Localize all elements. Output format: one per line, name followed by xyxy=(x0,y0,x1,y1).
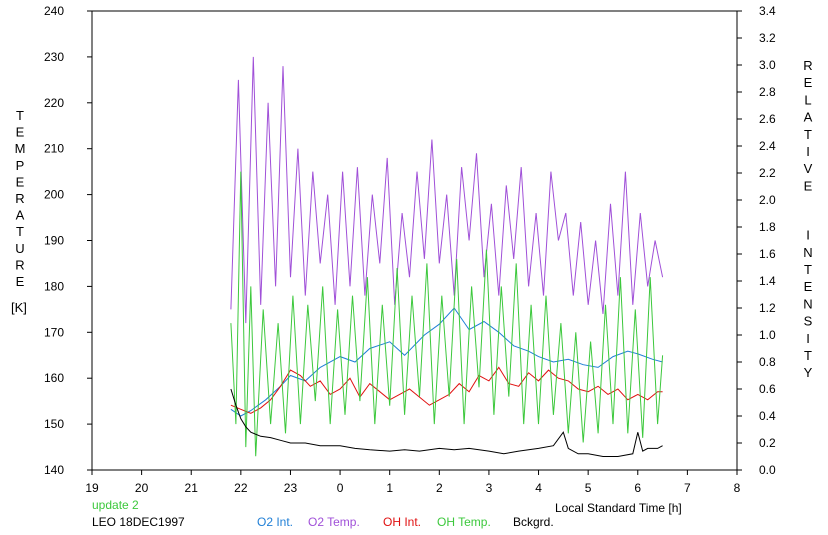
x-tick-label: 1 xyxy=(386,481,393,495)
left-tick-label: 170 xyxy=(44,325,64,339)
left-tick-label: 180 xyxy=(44,279,64,293)
right-tick-label: 2.6 xyxy=(759,112,776,126)
right-tick-label: 3.4 xyxy=(759,4,776,18)
axis-label-letter: T xyxy=(16,108,24,123)
axis-label-letter: R xyxy=(15,191,24,206)
right-tick-label: 2.0 xyxy=(759,193,776,207)
x-tick-label: 19 xyxy=(85,481,99,495)
x-tick-label: 23 xyxy=(284,481,298,495)
update-label: update 2 xyxy=(92,498,139,512)
x-tick-label: 21 xyxy=(185,481,199,495)
x-tick-label: 5 xyxy=(585,481,592,495)
right-tick-label: 2.8 xyxy=(759,85,776,99)
axis-label-letter: E xyxy=(804,178,813,193)
x-tick-label: 2 xyxy=(436,481,443,495)
right-axis: 0.0 0.2 0.4 0.6 0.8 1.0 1.2 1.4 1.6 1.8 2.0 2.2 2.4 2… xyxy=(737,4,776,477)
axis-label-letter: U xyxy=(15,241,24,256)
axis-label-letter: V xyxy=(804,161,813,176)
right-tick-label: 2.2 xyxy=(759,166,776,180)
right-tick-label: 0.4 xyxy=(759,409,776,423)
left-tick-label: 140 xyxy=(44,463,64,477)
right-tick-label: 3.0 xyxy=(759,58,776,72)
right-tick-label: 1.0 xyxy=(759,328,776,342)
left-axis: 140 150 160 170 180 190 200 210 220 230 240 xyxy=(44,4,92,477)
left-tick-label: 150 xyxy=(44,417,64,431)
axis-label-letter: I xyxy=(806,144,810,159)
right-tick-label: 1.8 xyxy=(759,220,776,234)
axis-label-letter: E xyxy=(16,125,25,140)
axis-label-letter: P xyxy=(16,158,25,173)
axis-label-letter: E xyxy=(16,274,25,289)
left-tick-label: 160 xyxy=(44,371,64,385)
axis-label-letter: E xyxy=(16,174,25,189)
x-tick-label: 6 xyxy=(634,481,641,495)
x-tick-label: 22 xyxy=(234,481,248,495)
series-line-4 xyxy=(230,388,663,457)
axis-label-letter: L xyxy=(804,92,811,107)
axis-label-letter: R xyxy=(15,257,24,272)
axis-label-letter: I xyxy=(806,331,810,346)
axis-label-letter: S xyxy=(804,314,813,329)
left-tick-label: 200 xyxy=(44,188,64,202)
legend-entry-3: OH Temp. xyxy=(437,515,491,529)
left-axis-unit: [K] xyxy=(11,300,27,315)
x-tick-label: 3 xyxy=(486,481,493,495)
axis-label-letter: E xyxy=(804,279,813,294)
right-tick-label: 0.0 xyxy=(759,463,776,477)
x-axis: 19 20 21 22 23 0 1 2 3 4 5 6 7 8 xyxy=(85,470,741,495)
right-tick-label: 1.6 xyxy=(759,247,776,261)
axis-label-letter: T xyxy=(804,127,812,142)
station-label: LEO 18DEC1997 xyxy=(92,515,185,529)
left-tick-label: 190 xyxy=(44,234,64,248)
x-axis-label: Local Standard Time [h] xyxy=(555,501,682,515)
axis-label-letter: I xyxy=(806,228,810,243)
axis-label-letter: E xyxy=(804,75,813,90)
legend: O2 Int. O2 Temp. OH Int. OH Temp. Bckgrd. xyxy=(257,515,554,529)
series-line-3 xyxy=(230,171,664,457)
x-tick-label: 7 xyxy=(684,481,691,495)
right-tick-label: 0.2 xyxy=(759,436,776,450)
axis-label-letter: Y xyxy=(804,365,813,380)
right-tick-label: 1.4 xyxy=(759,274,776,288)
legend-entry-0: O2 Int. xyxy=(257,515,293,529)
axis-label-letter: T xyxy=(16,224,24,239)
right-tick-label: 0.8 xyxy=(759,355,776,369)
left-tick-label: 230 xyxy=(44,50,64,64)
right-tick-label: 1.2 xyxy=(759,301,776,315)
legend-entry-4: Bckgrd. xyxy=(513,515,554,529)
axis-label-letter: A xyxy=(16,208,25,223)
axis-label-letter: T xyxy=(804,262,812,277)
left-tick-label: 210 xyxy=(44,142,64,156)
x-tick-label: 20 xyxy=(135,481,149,495)
legend-entry-2: OH Int. xyxy=(383,515,421,529)
axis-label-letter: R xyxy=(803,58,812,73)
axis-label-letter: N xyxy=(803,296,812,311)
series-layer xyxy=(230,56,664,457)
right-tick-label: 3.2 xyxy=(759,31,776,45)
left-tick-label: 240 xyxy=(44,4,64,18)
right-tick-label: 2.4 xyxy=(759,139,776,153)
x-tick-label: 8 xyxy=(734,481,741,495)
legend-entry-1: O2 Temp. xyxy=(308,515,360,529)
left-tick-label: 220 xyxy=(44,96,64,110)
axis-label-letter: T xyxy=(804,348,812,363)
x-tick-label: 0 xyxy=(337,481,344,495)
series-line-1 xyxy=(230,56,664,324)
axis-label-letter: M xyxy=(15,141,26,156)
axis-label-letter: A xyxy=(804,110,813,125)
x-tick-label: 4 xyxy=(535,481,542,495)
axis-label-letter: N xyxy=(803,245,812,260)
right-tick-label: 0.6 xyxy=(759,382,776,396)
